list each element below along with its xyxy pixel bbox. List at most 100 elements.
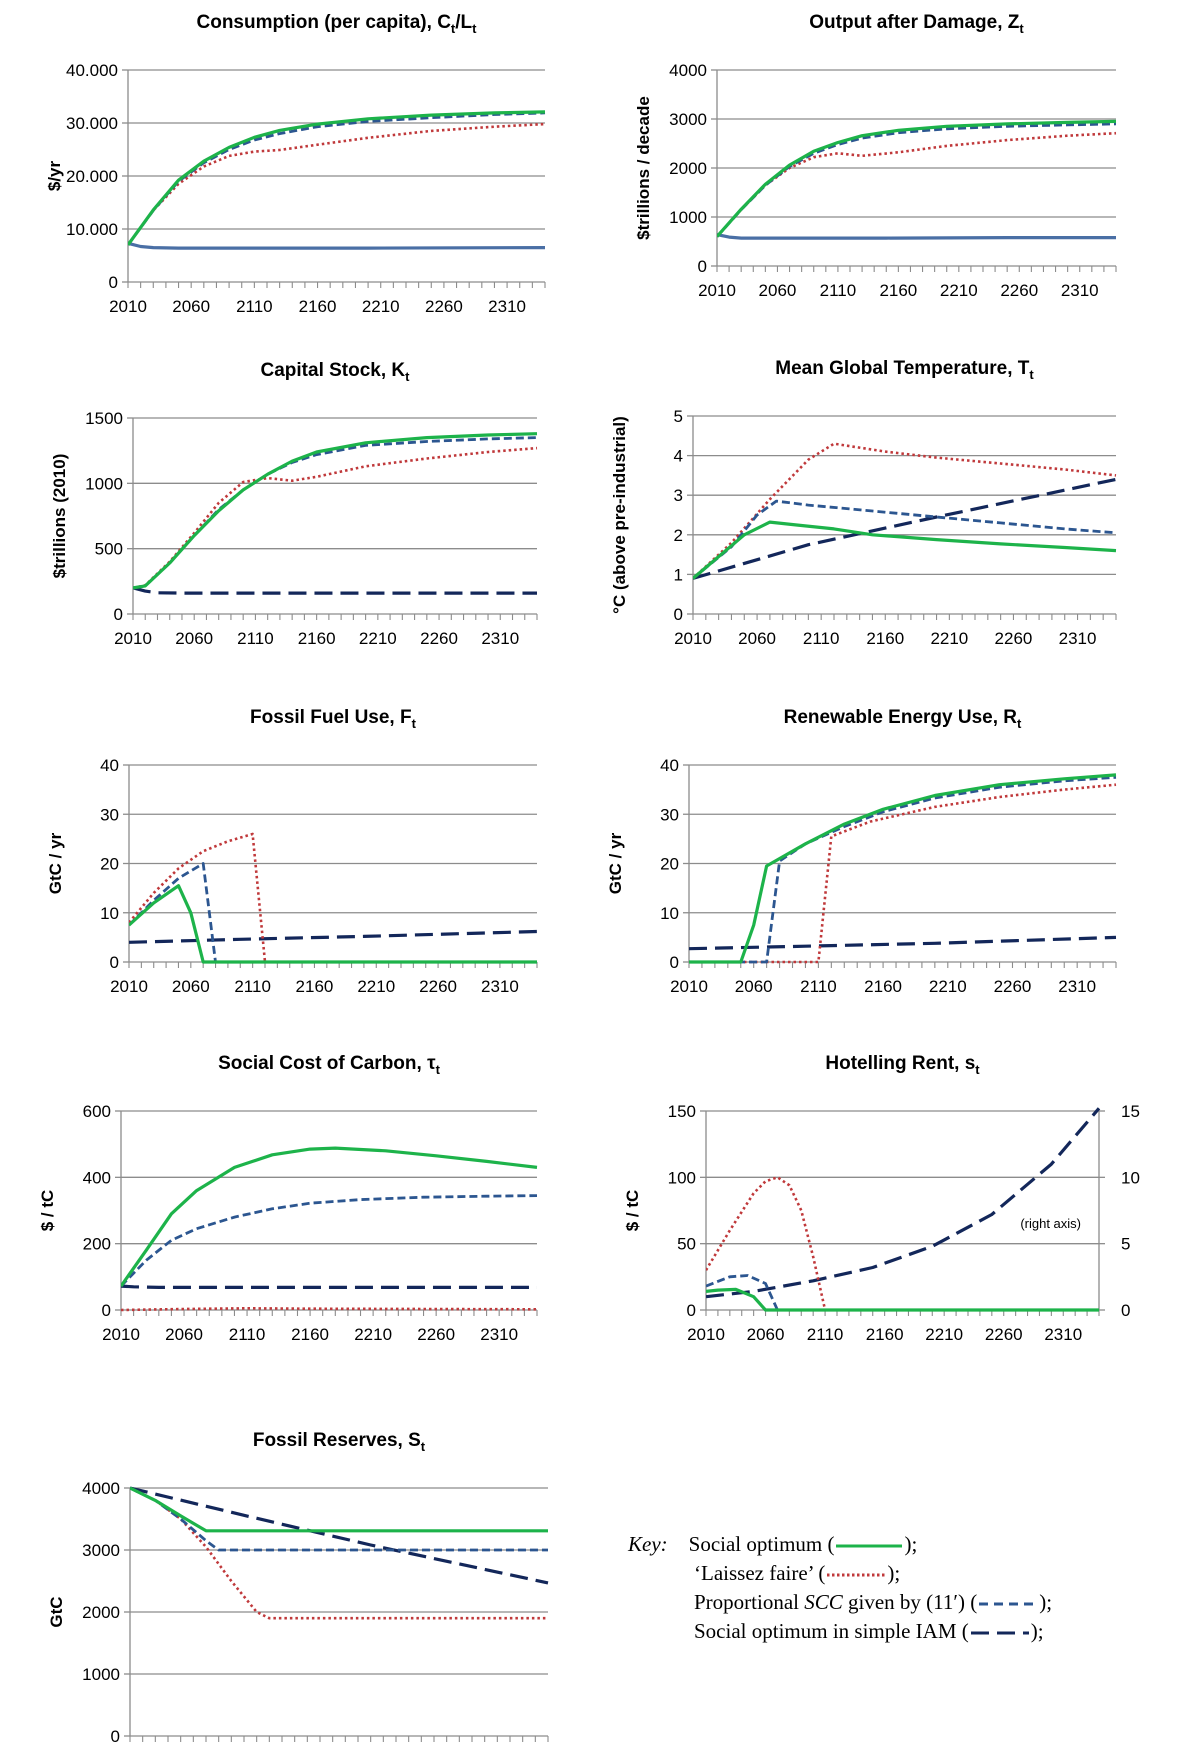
x-tick-label: 2010 [109,297,147,316]
series-proportional_scc [128,111,546,246]
x-tick-label: 2310 [481,977,519,996]
y-tick-label: 20 [660,855,679,874]
series-simple_iam [706,1107,1101,1299]
y-tick-label: 40 [100,756,119,775]
chart-title: Renewable Energy Use, Rt [784,707,1022,731]
x-tick-label: 2160 [291,1325,329,1344]
x-tick-label: 2210 [354,1325,392,1344]
key-text-proportional: Proportional [694,1590,805,1614]
y-tick-label: 30 [100,805,119,824]
y-tick-label: 0 [687,1301,696,1320]
key-swatch-social-optimum [836,1544,903,1548]
x-tick-label: 2310 [481,629,519,648]
y-tick-label: 50 [677,1235,696,1254]
chart-consumption: Consumption (per capita), Ct/Lt 0 10.000 20… [45,12,546,316]
y-tick-label: 40 [660,756,679,775]
y-axis-label: °C (above pre-industrial) [610,416,629,614]
series-social_optimum [689,773,1117,964]
key-swatch-simple-iam [970,1631,1029,1635]
x-tick-label: 2110 [807,1325,844,1344]
x-tick-label: 2160 [879,281,917,300]
x-tick-label: 2060 [738,629,776,648]
key-swatch-laissez-faire [827,1573,886,1577]
x-tick-label: 2260 [425,297,463,316]
chart-reserves: Fossil Reserves, St010002000300040002010… [47,1430,549,1746]
x-tick-label: 2210 [929,977,967,996]
y-tick-label: 1000 [85,474,123,493]
y-tick-label: 30 [660,805,679,824]
y-tick-label: 1 [674,565,683,584]
x-tick-label: 2210 [925,1325,963,1344]
y-tick-label: 10 [660,904,679,923]
series-proportional_scc [130,1486,548,1552]
x-tick-label: 2060 [175,629,213,648]
series-social_optimum [706,1287,1099,1312]
y-tick-label: 1500 [85,409,123,428]
x-tick-label: 2160 [299,297,337,316]
key-text-proportional-scc-end: ); [1039,1590,1053,1614]
x-tick-label: 2110 [234,977,271,996]
chart-fossil_use: Fossil Fuel Use, Ft 0 10 20 30 40 2010 2060 2110… [46,707,538,996]
series-social_optimum [133,432,538,590]
y-tick-label: 0 [102,1301,111,1320]
y-tick-label: 0 [674,605,683,624]
series-social_optimum [130,1486,548,1533]
key-text-social-optimum: Social optimum ( [688,1532,835,1556]
series-proportional_scc [133,436,538,590]
chart-title: Social Cost of Carbon, τt [218,1053,441,1077]
x-tick-label: 2310 [1061,281,1099,300]
y-axis-label: GtC / yr [606,832,625,894]
x-tick-label: 2210 [930,629,968,648]
key-label: Key: [628,1532,668,1556]
y-tick-label: 0 [110,953,119,972]
series-simple_iam_solid [717,233,1116,240]
chart-output: Output after Damage, Zt 0 1000 2000 3000 4000… [634,12,1117,300]
x-tick-label: 2210 [940,281,978,300]
y-tick-label: 40.000 [66,61,118,80]
x-tick-label: 2260 [985,1325,1023,1344]
x-tick-label: 2110 [237,629,274,648]
y-tick-label: 100 [668,1168,696,1187]
x-tick-label: 2160 [866,1325,904,1344]
annotation: (right axis) [1020,1216,1081,1231]
x-tick-label: 2110 [229,1325,266,1344]
series-simple_iam [693,477,1117,580]
chart-temperature: Mean Global Temperature, Tt 0 1 2 3 4 5 2010 206… [610,358,1117,648]
y-tick-label: 0 [109,273,118,292]
y-axis-label: $trillions / decade [634,96,653,240]
x-tick-label: 2010 [102,1325,140,1344]
x-tick-label: 2160 [298,629,336,648]
x-tick-label: 2260 [1000,281,1038,300]
x-tick-label: 2060 [165,1325,203,1344]
x-tick-label: 2260 [994,977,1032,996]
series-social_optimum [121,1146,538,1288]
series-proportional_scc [689,775,1117,964]
key-text-scc: SCC [804,1590,843,1614]
series-social_optimum [693,520,1117,580]
series-simple_iam [133,586,537,595]
y-tick-label: 2000 [82,1603,120,1622]
key-text-given-by: given by (11′) ( [842,1590,978,1614]
x-tick-label: 2160 [864,977,902,996]
series-laissez_faire [129,832,537,964]
x-tick-label: 2310 [480,1325,518,1344]
y-tick-label: 2 [674,526,683,545]
y-axis-label: $ / tC [623,1190,642,1232]
key-text-simple-iam: Social optimum in simple IAM ( [694,1619,969,1643]
x-tick-label: 2110 [236,297,273,316]
series-simple_iam [129,929,538,944]
y-tick-label: 20.000 [66,167,118,186]
chart-title: Output after Damage, Zt [809,12,1024,36]
key-text-social-optimum-end: ); [904,1532,918,1556]
y-tick-label: 30.000 [66,114,118,133]
x-tick-label: 2060 [747,1325,785,1344]
y-tick-label: 20 [100,855,119,874]
y-tick-label: 3000 [669,110,707,129]
key-row-proportional-scc: Proportional SCC given by (11′) (); [628,1588,1188,1617]
series-simple_iam [130,1486,549,1585]
chart-title: Capital Stock, Kt [261,360,411,384]
chart-hotelling: Hotelling Rent, st 0 50 100 150 0 5 10 15 2010 206… [623,1053,1140,1344]
x-tick-label: 2210 [357,977,395,996]
y-tick-label: 500 [95,540,123,559]
